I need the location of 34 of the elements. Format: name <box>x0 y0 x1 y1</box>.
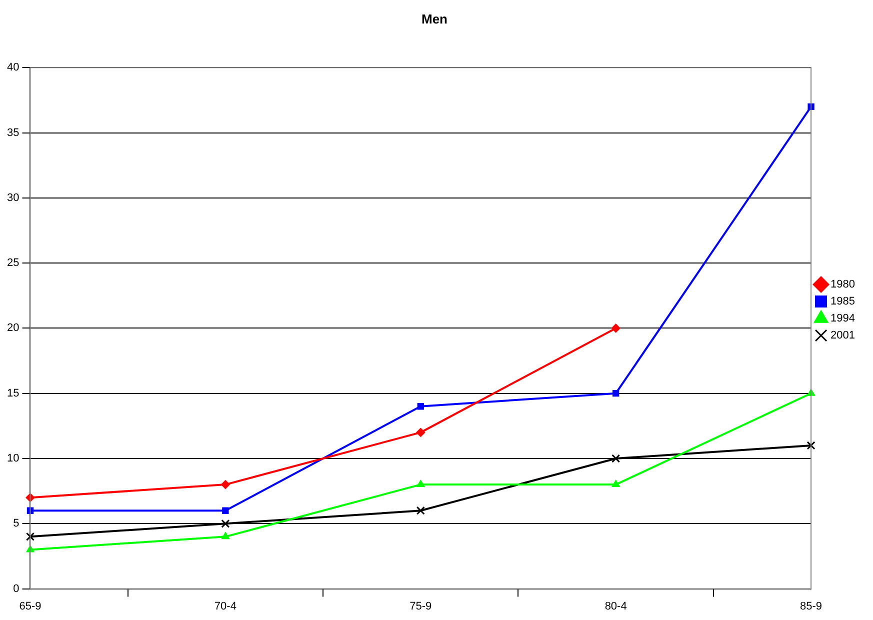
y-tick-label: 35 <box>6 126 20 139</box>
point <box>221 532 230 540</box>
point <box>417 403 424 410</box>
point <box>416 480 425 488</box>
point <box>221 519 230 528</box>
point <box>612 454 620 463</box>
legend-label: 2001 <box>830 330 856 342</box>
point <box>222 507 229 514</box>
point <box>416 428 426 437</box>
x-tick-label: 80-4 <box>604 600 627 612</box>
point <box>612 390 620 397</box>
point <box>611 324 620 333</box>
y-tick-label: 0 <box>13 582 20 595</box>
point <box>612 480 620 488</box>
legend-label: 1985 <box>830 296 856 308</box>
x-tick-label: 70-4 <box>214 600 236 612</box>
point <box>806 441 816 450</box>
x-tick-label: 75-9 <box>410 600 432 612</box>
y-tick-label: 30 <box>6 192 20 204</box>
legend-label: 1980 <box>830 278 856 291</box>
y-tick-label: 40 <box>6 62 20 74</box>
y-tick-label: 5 <box>13 518 20 530</box>
x-tick-label: 85-9 <box>800 600 822 612</box>
y-tick-label: 20 <box>6 322 20 334</box>
y-tick-label: 15 <box>6 387 20 400</box>
y-tick-label: 25 <box>6 257 20 270</box>
x-tick-label: 65-9 <box>19 600 42 612</box>
point <box>220 480 230 490</box>
legend-label: 1994 <box>830 312 856 325</box>
y-tick-label: 10 <box>6 452 20 465</box>
point <box>416 506 425 515</box>
chart-title: Men <box>422 11 448 26</box>
point <box>26 532 35 541</box>
point <box>808 103 814 110</box>
